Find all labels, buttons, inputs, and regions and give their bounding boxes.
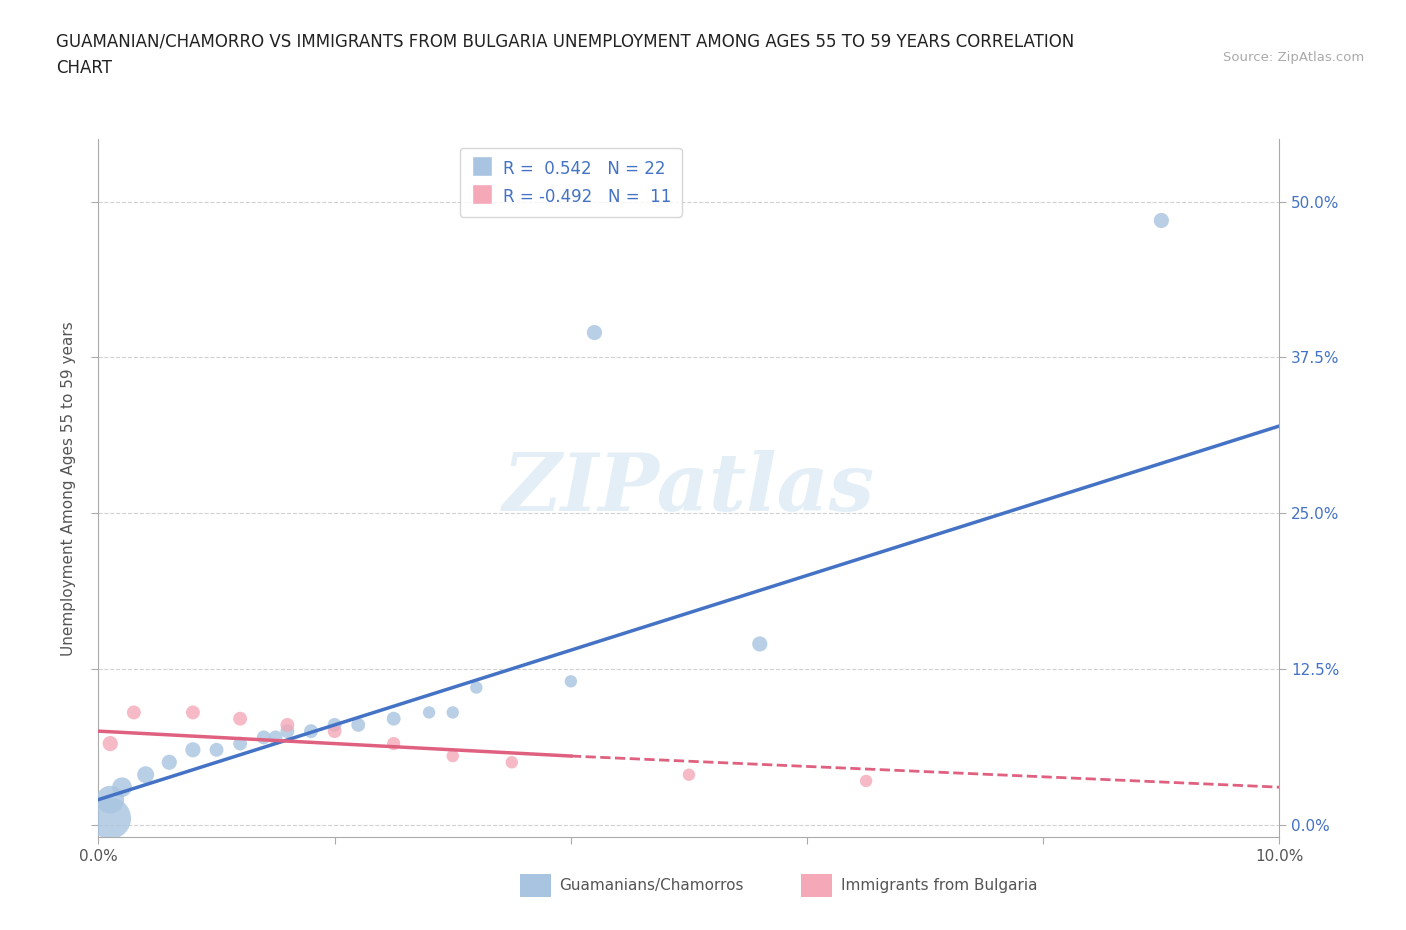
Point — [748, 636, 770, 651]
Y-axis label: Unemployment Among Ages 55 to 59 years: Unemployment Among Ages 55 to 59 years — [60, 321, 76, 656]
Point — [264, 730, 287, 745]
Point — [98, 811, 121, 826]
Point — [418, 705, 440, 720]
Point — [135, 767, 157, 782]
Point — [465, 680, 488, 695]
Point — [855, 774, 877, 789]
Point — [347, 717, 370, 732]
Point — [253, 730, 276, 745]
Text: GUAMANIAN/CHAMORRO VS IMMIGRANTS FROM BULGARIA UNEMPLOYMENT AMONG AGES 55 TO 59 : GUAMANIAN/CHAMORRO VS IMMIGRANTS FROM BU… — [56, 33, 1074, 77]
Point — [560, 674, 582, 689]
Point — [229, 711, 252, 726]
Point — [678, 767, 700, 782]
Point — [583, 326, 606, 340]
Point — [323, 724, 346, 738]
Point — [181, 742, 204, 757]
Point — [276, 717, 298, 732]
Point — [323, 717, 346, 732]
Point — [111, 779, 134, 794]
Point — [122, 705, 145, 720]
Point — [441, 749, 464, 764]
Text: Source: ZipAtlas.com: Source: ZipAtlas.com — [1223, 51, 1364, 64]
Point — [276, 724, 298, 738]
Point — [229, 737, 252, 751]
Point — [441, 705, 464, 720]
Point — [98, 737, 121, 751]
Point — [181, 705, 204, 720]
Point — [501, 755, 523, 770]
Point — [382, 737, 405, 751]
Text: ZIPatlas: ZIPatlas — [503, 449, 875, 527]
Point — [299, 724, 322, 738]
Legend: R =  0.542   N = 22, R = -0.492   N =  11: R = 0.542 N = 22, R = -0.492 N = 11 — [460, 148, 682, 217]
Point — [157, 755, 180, 770]
Point — [1150, 213, 1173, 228]
Point — [382, 711, 405, 726]
Text: Guamanians/Chamorros: Guamanians/Chamorros — [560, 878, 744, 893]
Point — [98, 792, 121, 807]
Point — [205, 742, 228, 757]
Text: Immigrants from Bulgaria: Immigrants from Bulgaria — [841, 878, 1038, 893]
